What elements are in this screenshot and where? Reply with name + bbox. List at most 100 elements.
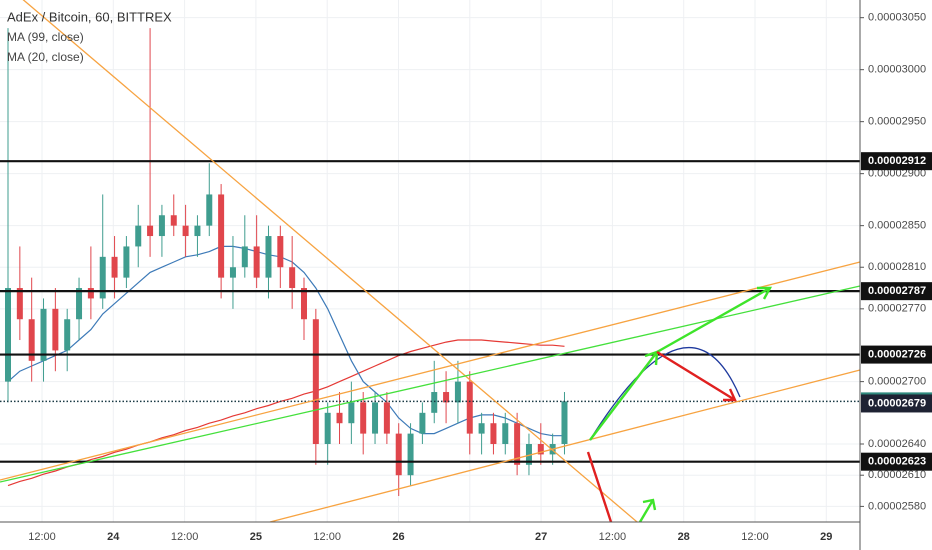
y-tick-label: 0.00002770 (868, 303, 926, 315)
candle-body (277, 236, 284, 268)
candle-body (241, 246, 248, 268)
price-line-box (861, 282, 932, 301)
candle-body (502, 423, 509, 445)
trend-line (0, 261, 861, 481)
arrow (586, 451, 614, 526)
arrow (638, 498, 657, 523)
ma-price-label: 0.00002679 (868, 397, 926, 409)
y-tick-label: 0.00002700 (868, 376, 926, 388)
trend-line (22, 0, 671, 550)
candle-body (76, 288, 83, 320)
candle-body (5, 288, 11, 382)
y-tick-label: 0.00002640 (868, 438, 926, 450)
candle-body (289, 267, 296, 289)
ma-price-box (861, 394, 932, 413)
candle-body (312, 319, 319, 445)
candle-body (383, 402, 390, 434)
candle-body (218, 194, 225, 278)
candle-body (147, 225, 154, 237)
x-tick-label: 12:00 (313, 531, 341, 543)
candle-body (253, 246, 260, 278)
candle-body (87, 288, 94, 299)
candle-body (28, 319, 35, 361)
candle-body (52, 308, 59, 351)
x-tick-label: 12:00 (171, 531, 199, 543)
x-tick-label: 12:00 (28, 531, 56, 543)
candle-body (443, 392, 450, 403)
candle-body (466, 381, 473, 434)
candle-body (454, 381, 461, 403)
price-line-label: 0.00002623 (868, 456, 926, 468)
candle-body (407, 433, 414, 476)
legend-entry: MA (99, close) (7, 30, 84, 44)
trend-line (269, 369, 861, 523)
candle-body (490, 423, 497, 445)
candle-body (123, 246, 130, 278)
candle-body (561, 401, 568, 445)
x-tick-label: 12:00 (741, 531, 769, 543)
candle-body (372, 402, 379, 434)
candle-body (537, 444, 544, 455)
candle-body (324, 412, 331, 445)
x-tick-label: 28 (678, 531, 690, 543)
price-line-label: 0.00002912 (868, 155, 926, 167)
candle-body (525, 444, 532, 465)
price-line-label: 0.00002726 (868, 348, 926, 360)
y-tick-label: 0.00002850 (868, 220, 926, 232)
legend: AdEx / Bitcoin, 60, BITTREX MA (99, clos… (7, 9, 172, 64)
price-line-box (861, 452, 932, 471)
x-tick-label: 27 (535, 531, 547, 543)
candle-body (99, 256, 106, 299)
x-tick-label: 25 (250, 531, 262, 543)
candle-body (194, 225, 201, 237)
y-tick-label: 0.00002900 (868, 168, 926, 180)
candle-body (229, 267, 236, 278)
x-tick-label: 26 (392, 531, 404, 543)
candle-body (265, 236, 272, 278)
y-tick-label: 0.00003000 (868, 64, 926, 76)
x-tick-label: 12:00 (599, 531, 627, 543)
candle-body (206, 194, 213, 226)
ma-line (7, 339, 565, 487)
arrow (656, 286, 773, 354)
candle-body (158, 215, 165, 237)
time-axis-bg (0, 522, 860, 550)
candle-body (40, 308, 47, 361)
candle-body (16, 288, 23, 320)
candle-body (431, 392, 438, 413)
projection-arc (589, 346, 741, 441)
legend-entry: MA (20, close) (7, 50, 84, 64)
candle-body (478, 423, 485, 434)
price-line-box (861, 152, 932, 171)
candle-body (170, 215, 177, 226)
arrows (586, 286, 773, 526)
candle-body (514, 423, 521, 465)
candle-body (348, 402, 355, 424)
arrow (656, 350, 737, 402)
candle-body (64, 319, 71, 351)
candle-body (336, 412, 343, 424)
candle-body (301, 288, 307, 320)
y-tick-label: 0.00002810 (868, 261, 926, 273)
drawings (0, 0, 861, 550)
y-tick-label: 0.00002950 (868, 116, 926, 128)
y-tick-label: 0.00002580 (868, 500, 926, 512)
axes: 0.00003050 0.00003000 0.00002950 0.00002900… (28, 12, 932, 543)
chart-title: AdEx / Bitcoin, 60, BITTREX (7, 9, 172, 24)
candle-body (360, 402, 367, 434)
price-line-label: 0.00002787 (868, 285, 926, 297)
candle-body (419, 412, 426, 434)
y-tick-label: 0.00002610 (868, 469, 926, 481)
price-levels (0, 160, 860, 463)
x-tick-label: 29 (820, 531, 832, 543)
candle-body (395, 433, 402, 476)
candle-body (182, 225, 189, 237)
x-tick-label: 24 (107, 531, 120, 543)
candle-body (135, 225, 142, 247)
y-tick-label: 0.00003050 (868, 12, 926, 24)
candle-body (111, 256, 118, 278)
price-line-box (861, 345, 932, 364)
